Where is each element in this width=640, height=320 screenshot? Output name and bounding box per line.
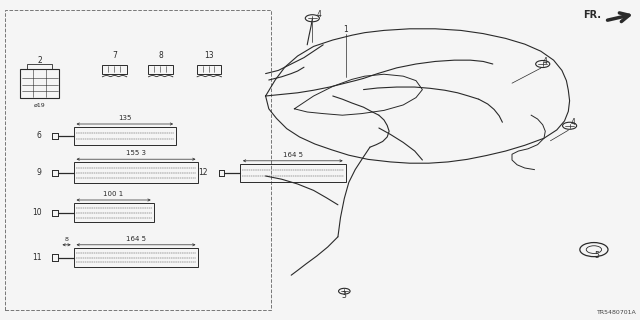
Text: 6: 6	[36, 132, 42, 140]
Text: ø19: ø19	[34, 103, 45, 108]
Text: 5: 5	[595, 252, 600, 260]
Text: 7: 7	[112, 51, 117, 60]
Text: 155 3: 155 3	[126, 150, 146, 156]
Bar	[74, 203, 154, 222]
Text: 2: 2	[37, 56, 42, 65]
Text: 164 5: 164 5	[126, 236, 146, 242]
Bar	[20, 69, 59, 98]
Text: 4: 4	[571, 118, 576, 127]
Bar	[27, 64, 52, 69]
Bar	[197, 65, 221, 74]
Bar	[74, 248, 198, 267]
Text: 8: 8	[158, 51, 163, 60]
Bar	[5, 10, 271, 310]
Bar	[74, 127, 176, 145]
Bar	[148, 65, 173, 74]
Text: TR5480701A: TR5480701A	[597, 310, 637, 316]
Bar	[102, 65, 127, 74]
Text: 9: 9	[36, 168, 42, 177]
Text: 100 1: 100 1	[104, 191, 124, 197]
Text: 135: 135	[118, 115, 131, 121]
Text: 4: 4	[316, 10, 321, 19]
Text: 3: 3	[342, 292, 347, 300]
Text: 11: 11	[32, 253, 42, 262]
Text: 8: 8	[65, 236, 68, 242]
Bar	[74, 162, 198, 183]
Text: 10: 10	[32, 208, 42, 217]
Bar	[240, 164, 346, 181]
Text: 164 5: 164 5	[283, 152, 303, 158]
Text: 1: 1	[343, 25, 348, 34]
Text: FR.: FR.	[584, 10, 602, 20]
Text: 13: 13	[204, 51, 214, 60]
Text: 12: 12	[198, 168, 208, 177]
Text: 4: 4	[542, 57, 547, 66]
